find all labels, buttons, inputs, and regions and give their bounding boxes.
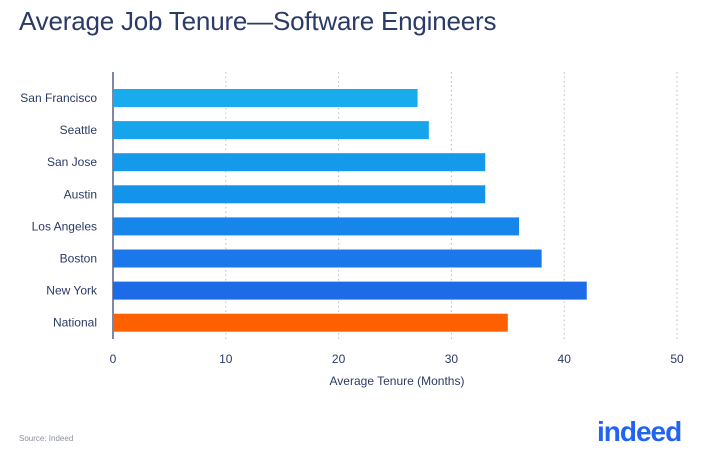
bar-national <box>113 313 508 332</box>
x-tick-label: 30 <box>445 352 459 366</box>
category-label: San Francisco <box>20 91 97 105</box>
chart-title: Average Job Tenure—Software Engineers <box>19 6 497 36</box>
indeed-logo: indeed <box>597 416 682 447</box>
category-label: Boston <box>60 252 97 266</box>
category-label: New York <box>46 284 98 298</box>
bar-los-angeles <box>113 217 520 236</box>
bar-new-york <box>113 281 587 300</box>
category-label: Los Angeles <box>32 219 97 233</box>
x-tick-label: 50 <box>670 352 684 366</box>
x-tick-label: 40 <box>558 352 572 366</box>
x-tick-label: 20 <box>332 352 346 366</box>
category-label: Austin <box>64 187 97 201</box>
source-note: Source: Indeed <box>19 434 74 443</box>
category-label: National <box>53 316 97 330</box>
bar-san-jose <box>113 153 486 172</box>
bar-austin <box>113 185 486 204</box>
bar-boston <box>113 249 542 268</box>
bar-seattle <box>113 121 429 140</box>
x-tick-label: 0 <box>110 352 117 366</box>
category-label: San Jose <box>47 155 97 169</box>
x-axis-title: Average Tenure (Months) <box>330 374 465 388</box>
category-label: Seattle <box>60 123 98 137</box>
bar-san-francisco <box>113 89 418 107</box>
x-tick-label: 10 <box>219 352 233 366</box>
